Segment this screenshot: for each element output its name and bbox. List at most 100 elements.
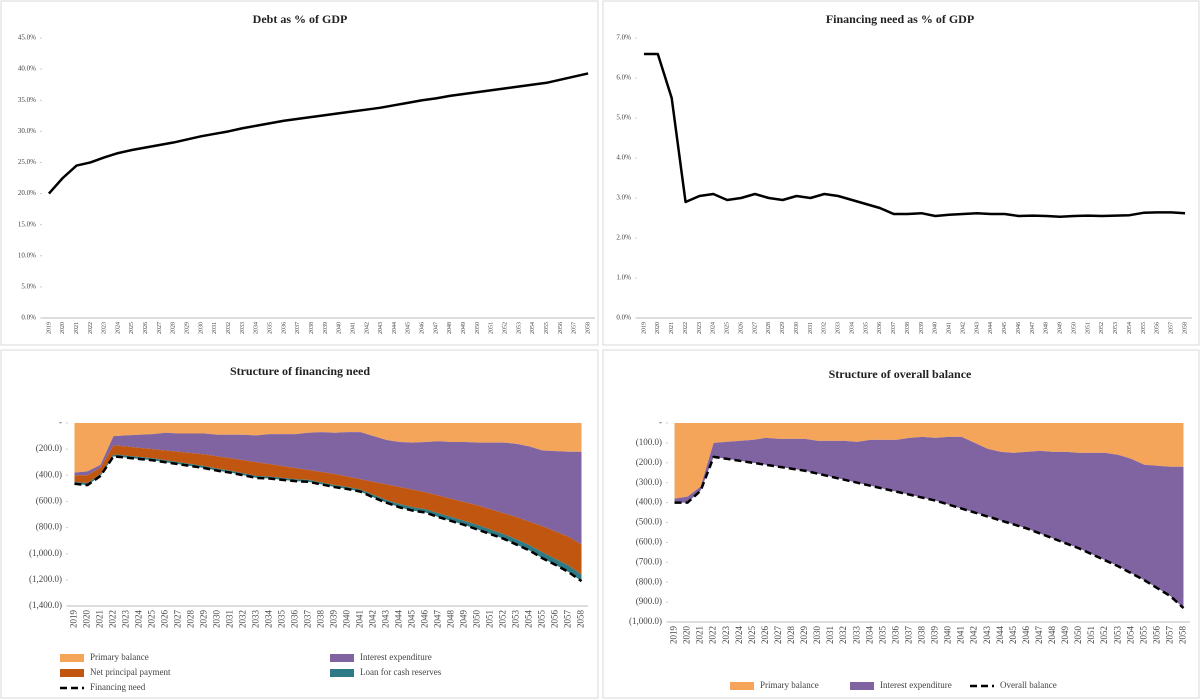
x-tick-label: 2035 — [863, 322, 869, 334]
x-tick-label: 2036 — [877, 322, 883, 334]
x-tick-label: 2031 — [225, 610, 235, 628]
x-tick-label: 2034 — [864, 626, 874, 645]
area — [74, 445, 582, 575]
x-tick-label: 2043 — [378, 322, 384, 334]
legend-label: Financing need — [90, 682, 146, 692]
x-tick-label: 2042 — [368, 610, 378, 628]
x-tick-label: 2051 — [1085, 322, 1091, 334]
x-tick-label: 2046 — [420, 610, 430, 629]
x-tick-label: 2033 — [851, 626, 861, 645]
x-tick-label: 2035 — [877, 626, 887, 645]
x-tick-label: 2053 — [516, 322, 522, 334]
area — [674, 436, 1184, 609]
x-tick-label: 2055 — [537, 610, 547, 629]
x-tick-label: 2024 — [734, 626, 744, 645]
x-tick-label: 2043 — [974, 322, 980, 334]
y-tick-label: (400.0) — [636, 497, 662, 507]
y-tick-label: (200.0) — [36, 443, 62, 453]
x-tick-label: 2036 — [281, 322, 287, 334]
x-tick-label: 2031 — [808, 322, 814, 334]
x-tick-label: 2051 — [489, 322, 495, 334]
y-tick-label: (300.0) — [636, 477, 662, 487]
chart-title: Debt as % of GDP — [253, 12, 348, 26]
x-tick-label: 2042 — [969, 626, 979, 644]
x-tick-label: 2058 — [576, 610, 586, 629]
x-tick-label: 2045 — [1008, 626, 1018, 645]
y-tick-label: 30.0% — [18, 127, 36, 135]
x-tick-label: 2035 — [277, 610, 287, 629]
x-tick-label: 2051 — [485, 610, 495, 628]
area — [74, 423, 582, 473]
x-tick-label: 2019 — [641, 322, 647, 334]
x-tick-label: 2024 — [115, 322, 121, 334]
x-tick-label: 2035 — [267, 322, 273, 334]
x-tick-label: 2037 — [303, 610, 313, 629]
x-tick-label: 2029 — [185, 322, 191, 334]
x-tick-label: 2058 — [585, 322, 591, 334]
x-tick-label: 2019 — [669, 626, 679, 645]
legend-label: Primary balance — [90, 652, 149, 662]
x-tick-label: 2053 — [511, 610, 521, 629]
x-tick-label: 2027 — [157, 322, 163, 334]
x-tick-label: 2030 — [812, 626, 822, 645]
x-tick-label: 2056 — [558, 322, 564, 334]
y-tick-label: 5.0% — [21, 282, 36, 290]
y-tick-label: 3.0% — [616, 194, 631, 202]
x-tick-label: 2027 — [773, 626, 783, 645]
x-tick-label: 2046 — [420, 322, 426, 334]
x-tick-label: 2031 — [825, 626, 835, 644]
x-tick-label: 2052 — [503, 322, 509, 334]
x-tick-label: 2054 — [524, 610, 534, 629]
x-tick-label: 2028 — [171, 322, 177, 334]
x-tick-label: 2039 — [323, 322, 329, 334]
x-tick-label: 2034 — [254, 322, 260, 334]
x-tick-label: 2020 — [82, 610, 92, 629]
legend-swatch — [730, 682, 754, 690]
x-tick-label: 2036 — [290, 610, 300, 629]
x-tick-label: 2054 — [530, 322, 536, 334]
x-tick-label: 2025 — [725, 322, 731, 334]
x-tick-label: 2026 — [160, 610, 170, 629]
x-tick-label: 2055 — [1141, 322, 1147, 334]
x-tick-label: 2019 — [69, 610, 79, 629]
x-tick-label: 2023 — [721, 626, 731, 645]
x-tick-label: 2027 — [752, 322, 758, 334]
x-tick-label: 2022 — [683, 322, 689, 334]
x-tick-label: 2049 — [459, 610, 469, 629]
x-tick-label: 2030 — [198, 322, 204, 334]
y-tick-label: 2.0% — [616, 234, 631, 242]
legend-swatch — [60, 669, 84, 677]
chart-title: Structure of overall balance — [829, 367, 972, 381]
x-tick-label: 2056 — [1155, 322, 1161, 334]
x-tick-label: 2023 — [102, 322, 108, 334]
y-tick-label: 25.0% — [18, 158, 36, 166]
x-tick-label: 2049 — [1060, 626, 1070, 645]
x-tick-label: 2051 — [1086, 626, 1096, 644]
x-tick-label: 2041 — [947, 322, 953, 334]
x-tick-label: 2040 — [943, 626, 953, 645]
x-tick-label: 2050 — [472, 610, 482, 629]
x-tick-label: 2022 — [708, 626, 718, 644]
x-tick-label: 2049 — [461, 322, 467, 334]
x-tick-label: 2037 — [295, 322, 301, 334]
x-tick-label: 2047 — [433, 610, 443, 629]
y-tick-label: (200.0) — [636, 457, 662, 467]
x-tick-label: 2038 — [905, 322, 911, 334]
panel — [0, 349, 599, 699]
y-tick-label: 1.0% — [616, 274, 631, 282]
legend-swatch — [330, 654, 354, 662]
x-tick-label: 2047 — [433, 322, 439, 334]
x-tick-label: 2038 — [917, 626, 927, 645]
x-tick-label: 2034 — [264, 610, 274, 629]
y-tick-label: 40.0% — [18, 65, 36, 73]
x-tick-label: 2022 — [88, 322, 94, 334]
x-tick-label: 2028 — [186, 610, 196, 629]
x-tick-label: 2045 — [407, 610, 417, 629]
legend-label: Overall balance — [1000, 680, 1057, 690]
x-tick-label: 2022 — [108, 610, 118, 628]
x-tick-label: 2045 — [1002, 322, 1008, 334]
x-tick-label: 2058 — [1178, 626, 1188, 645]
y-tick-label: 0.0% — [21, 314, 36, 322]
y-tick-label: - — [59, 417, 62, 427]
x-tick-label: 2032 — [238, 610, 248, 628]
